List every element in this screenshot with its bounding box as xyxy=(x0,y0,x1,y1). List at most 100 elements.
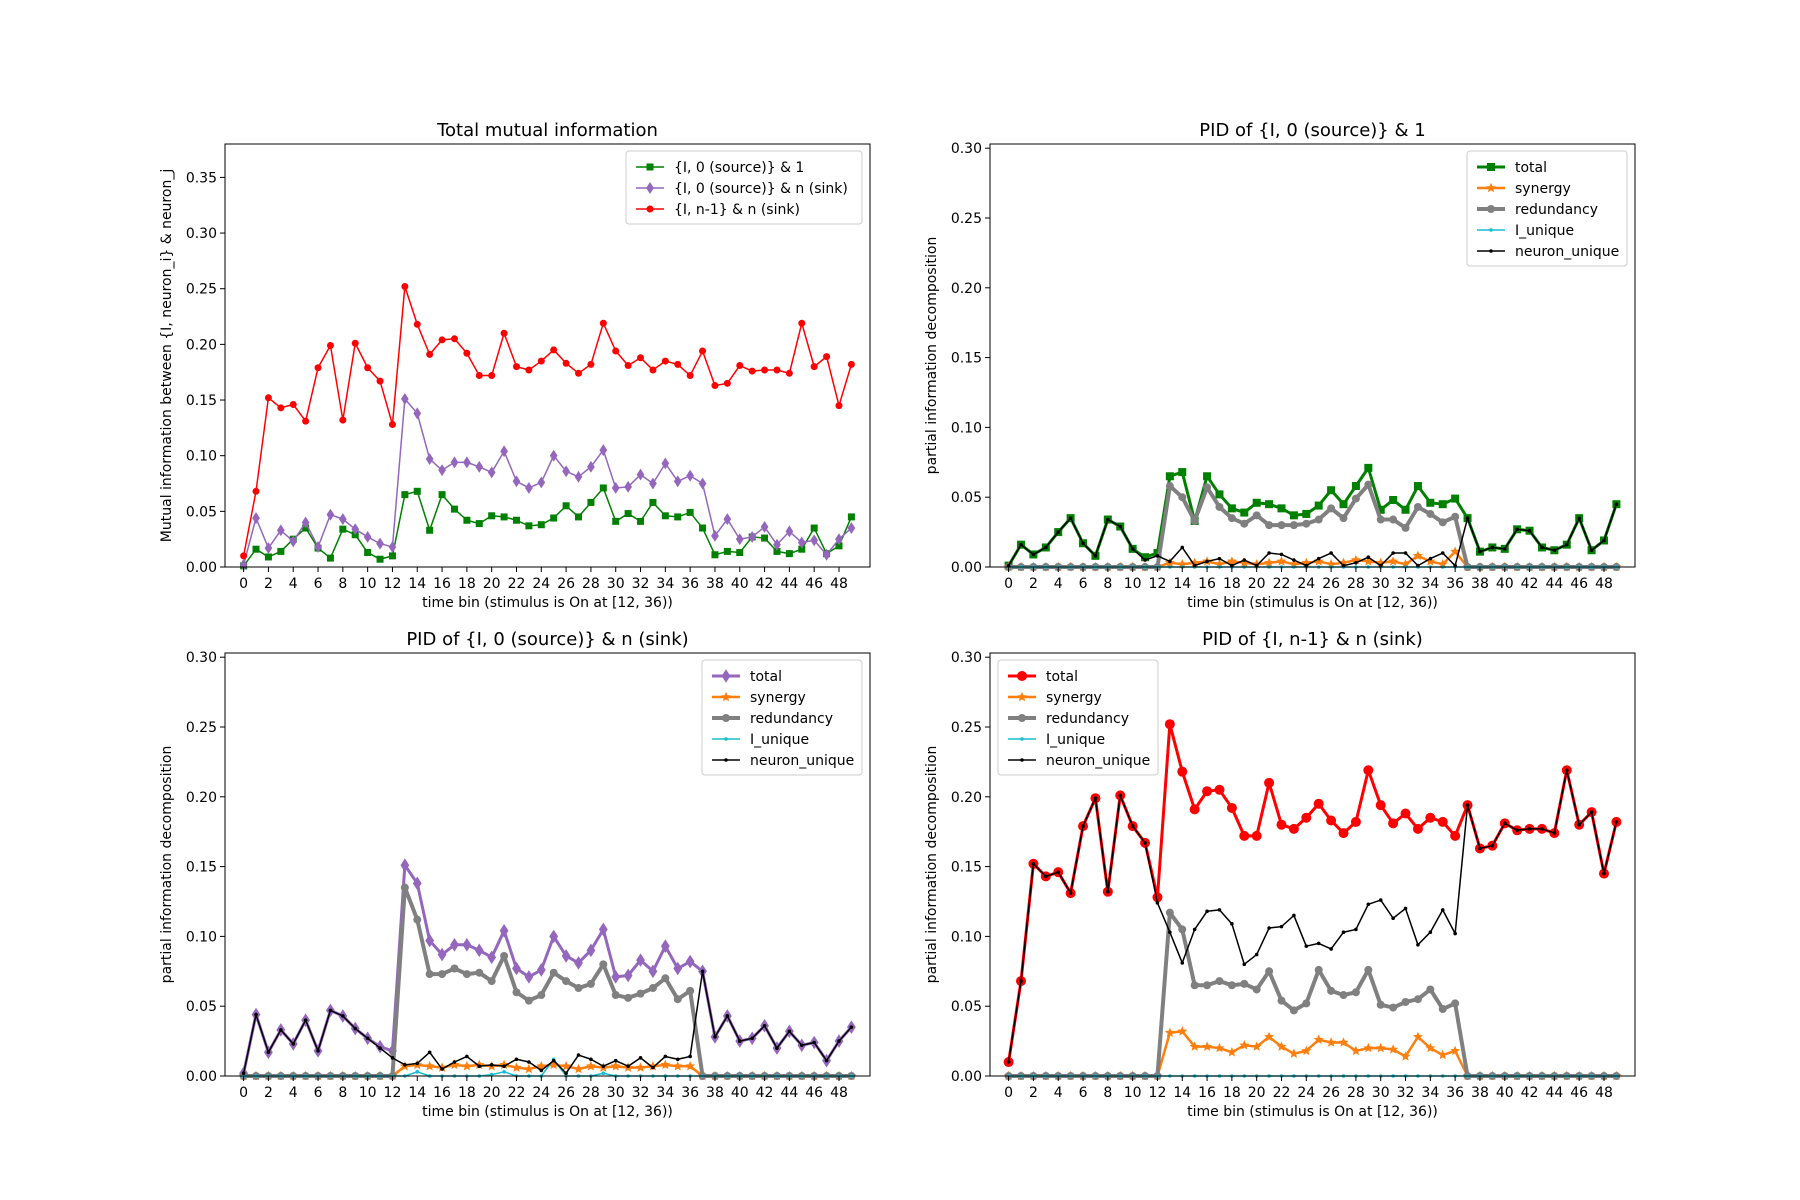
data-point xyxy=(686,986,695,995)
data-point xyxy=(1056,870,1061,874)
data-point xyxy=(1354,561,1358,565)
data-point xyxy=(1130,547,1135,551)
data-point xyxy=(711,382,719,390)
data-point xyxy=(1426,509,1435,518)
legend-entry: I_unique xyxy=(712,732,809,748)
x-tick-label: 14 xyxy=(408,576,426,592)
data-point xyxy=(1264,777,1275,788)
data-point xyxy=(847,513,855,521)
x-tick-label: 26 xyxy=(1322,1085,1340,1101)
data-point xyxy=(587,360,595,368)
data-point xyxy=(1044,545,1048,550)
data-point xyxy=(574,984,583,993)
x-tick-label: 24 xyxy=(532,576,550,592)
data-point xyxy=(673,995,682,1004)
legend-label: {I, 0 (source)} & 1 xyxy=(674,160,804,176)
data-point xyxy=(1527,827,1532,831)
data-point xyxy=(847,360,855,368)
data-point xyxy=(1313,556,1324,566)
data-point xyxy=(1413,482,1422,491)
data-point xyxy=(1203,472,1212,481)
data-point xyxy=(1326,559,1337,569)
data-point xyxy=(1403,906,1408,911)
data-point xyxy=(773,547,781,555)
data-point xyxy=(425,453,434,465)
data-point xyxy=(1564,768,1569,773)
x-tick-label: 48 xyxy=(1595,576,1613,592)
data-point xyxy=(1428,556,1433,561)
data-point xyxy=(241,1071,246,1076)
x-tick-label: 20 xyxy=(483,576,501,592)
data-point xyxy=(302,417,310,425)
data-point xyxy=(500,513,508,521)
legend-entry: neuron_unique xyxy=(1477,244,1619,260)
data-point xyxy=(812,1040,816,1045)
data-point xyxy=(1155,554,1160,558)
data-point xyxy=(1288,823,1299,834)
x-tick-label: 20 xyxy=(483,1085,501,1101)
data-point xyxy=(1425,812,1436,823)
legend-swatch-marker xyxy=(721,691,731,702)
data-point xyxy=(1339,514,1348,523)
data-point xyxy=(1180,545,1185,550)
data-point xyxy=(1602,871,1606,876)
data-point xyxy=(648,964,658,979)
legend-entry: neuron_unique xyxy=(1008,753,1150,769)
data-point xyxy=(1428,930,1433,935)
data-point xyxy=(1540,545,1544,550)
data-point xyxy=(465,1054,469,1059)
data-point xyxy=(663,1054,668,1059)
x-tick-label: 20 xyxy=(1248,1085,1266,1101)
legend-swatch-marker xyxy=(646,163,654,171)
data-point xyxy=(426,350,434,358)
chart-title: PID of {I, n-1} & n (sink) xyxy=(1202,629,1423,650)
x-tick-label: 18 xyxy=(1223,1085,1241,1101)
data-point xyxy=(1350,1045,1361,1056)
data-point xyxy=(376,377,384,385)
axes-frame xyxy=(989,652,1636,1077)
data-point xyxy=(424,1061,435,1071)
legend-box xyxy=(1466,150,1628,267)
legend: total synergy redundancy I_unique neuron_uni… xyxy=(997,659,1159,776)
x-tick-label: 48 xyxy=(830,576,848,592)
x-tick-label: 46 xyxy=(805,1085,823,1101)
data-point xyxy=(799,1043,804,1048)
data-point xyxy=(364,364,372,372)
legend-swatch-marker xyxy=(1017,691,1027,702)
data-point xyxy=(1304,944,1309,948)
data-point xyxy=(810,524,818,532)
legend-entry: {I, 0 (source)} & n (sink) xyxy=(636,181,848,197)
data-point xyxy=(737,1039,742,1043)
x-tick-label: 30 xyxy=(607,1085,625,1101)
data-point xyxy=(736,549,744,557)
data-point xyxy=(735,533,744,546)
data-point xyxy=(390,1056,395,1060)
data-point xyxy=(511,1062,522,1072)
x-tick-label: 2 xyxy=(264,576,273,592)
data-point xyxy=(1165,908,1174,917)
data-point xyxy=(1203,981,1212,990)
data-point xyxy=(1239,830,1250,841)
data-point xyxy=(1153,549,1162,558)
data-point xyxy=(1279,924,1284,929)
legend-label: I_unique xyxy=(1515,223,1574,239)
data-point xyxy=(376,537,384,550)
data-point xyxy=(326,554,334,562)
x-tick-label: 32 xyxy=(632,576,650,592)
x-tick-label: 0 xyxy=(1004,1085,1013,1101)
x-tick-label: 12 xyxy=(384,1085,402,1101)
data-point xyxy=(1239,557,1250,568)
x-tick-label: 18 xyxy=(458,576,476,592)
data-point xyxy=(438,491,446,499)
x-tick-label: 14 xyxy=(1173,576,1191,592)
data-point xyxy=(425,970,434,979)
x-tick-label: 28 xyxy=(1347,1085,1365,1101)
y-tick-label: 0.00 xyxy=(186,560,217,576)
x-tick-label: 16 xyxy=(433,576,451,592)
data-point xyxy=(1602,538,1606,543)
data-point xyxy=(252,545,260,553)
x-tick-label: 0 xyxy=(239,576,248,592)
data-point xyxy=(787,1029,792,1034)
data-point xyxy=(736,362,744,370)
data-point xyxy=(1577,822,1581,827)
